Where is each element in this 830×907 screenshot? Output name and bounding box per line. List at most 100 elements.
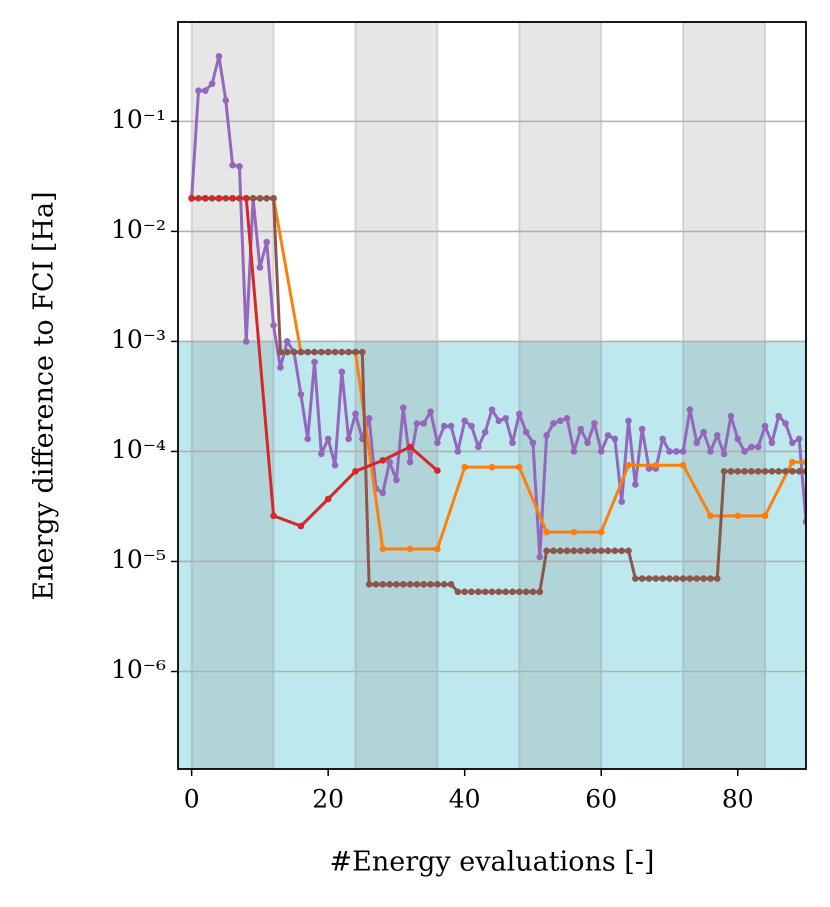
data-point — [359, 348, 366, 356]
data-point — [625, 547, 632, 555]
data-point — [365, 415, 373, 422]
x-tick-label: 40 — [449, 785, 481, 814]
data-point — [399, 404, 407, 411]
data-point — [379, 581, 387, 588]
data-point — [761, 468, 769, 475]
data-point — [693, 439, 701, 447]
data-point — [795, 435, 803, 443]
data-point — [679, 461, 687, 469]
plot-frame — [177, 21, 807, 770]
data-point — [782, 468, 789, 475]
data-point — [604, 432, 612, 439]
data-point — [338, 368, 346, 376]
data-point — [529, 588, 537, 596]
data-point — [297, 522, 305, 530]
data-point — [536, 553, 544, 561]
data-point — [679, 575, 687, 582]
data-point — [707, 448, 714, 455]
data-point — [659, 575, 666, 582]
data-point — [727, 468, 735, 475]
data-point — [406, 443, 414, 451]
data-point — [434, 467, 441, 474]
data-point — [447, 581, 455, 588]
data-point — [543, 528, 550, 536]
data-point — [570, 547, 578, 555]
data-point — [584, 439, 591, 447]
data-point — [741, 468, 748, 475]
data-point — [393, 476, 400, 484]
shaded-band — [190, 22, 275, 769]
data-point — [202, 87, 209, 94]
data-point — [502, 588, 509, 596]
data-point — [543, 432, 550, 439]
data-point — [522, 428, 530, 436]
data-point — [488, 463, 496, 471]
data-point — [625, 461, 632, 469]
data-point — [550, 547, 557, 555]
data-point — [304, 348, 311, 356]
shaded-band — [518, 22, 603, 769]
data-point — [748, 468, 755, 475]
data-point — [215, 53, 223, 60]
data-point — [488, 588, 496, 596]
data-point — [454, 448, 462, 455]
data-point — [399, 581, 407, 588]
data-point — [495, 417, 503, 425]
data-point — [727, 412, 735, 420]
data-point — [215, 194, 223, 202]
data-point — [263, 194, 271, 202]
data-point — [481, 428, 489, 436]
x-axis-label: #Energy evaluations [-] — [330, 847, 655, 878]
y-tick-label: 10⁻¹ — [111, 105, 166, 134]
data-point — [352, 348, 359, 356]
data-point — [427, 408, 434, 415]
data-point — [782, 420, 789, 427]
data-point — [263, 238, 271, 246]
data-point — [242, 194, 250, 202]
data-point — [789, 458, 796, 466]
data-point — [311, 348, 318, 356]
data-point — [584, 547, 591, 555]
data-point — [365, 581, 373, 588]
data-point — [768, 439, 776, 447]
data-point — [242, 338, 250, 345]
data-point — [516, 410, 523, 418]
data-point — [686, 406, 694, 413]
data-point — [311, 358, 318, 366]
y-tick-label: 10⁻⁵ — [111, 545, 166, 574]
data-point — [406, 458, 414, 466]
data-point — [713, 575, 721, 582]
data-point — [249, 194, 257, 202]
data-point — [734, 435, 742, 443]
y-tick-label: 10⁻⁴ — [111, 435, 166, 464]
data-point — [488, 406, 496, 413]
data-point — [509, 588, 516, 596]
data-point — [297, 348, 305, 356]
data-point — [475, 443, 482, 451]
data-point — [789, 468, 796, 475]
data-point — [611, 435, 619, 443]
data-point — [379, 457, 387, 464]
data-point — [372, 581, 380, 588]
data-point — [577, 425, 585, 433]
data-point — [427, 581, 434, 588]
data-point — [393, 581, 400, 588]
data-point — [461, 463, 468, 471]
data-point — [297, 391, 305, 398]
data-point — [406, 545, 414, 553]
data-point — [563, 547, 571, 555]
data-point — [570, 528, 578, 536]
data-point — [304, 435, 311, 443]
data-point — [625, 417, 632, 425]
data-point — [495, 588, 503, 596]
data-point — [673, 448, 680, 455]
data-point — [632, 575, 639, 582]
data-point — [434, 545, 441, 553]
data-point — [318, 450, 325, 458]
data-point — [795, 468, 803, 475]
data-point — [632, 481, 639, 488]
data-point — [775, 468, 782, 475]
series-line — [191, 196, 806, 551]
data-point — [283, 338, 291, 345]
